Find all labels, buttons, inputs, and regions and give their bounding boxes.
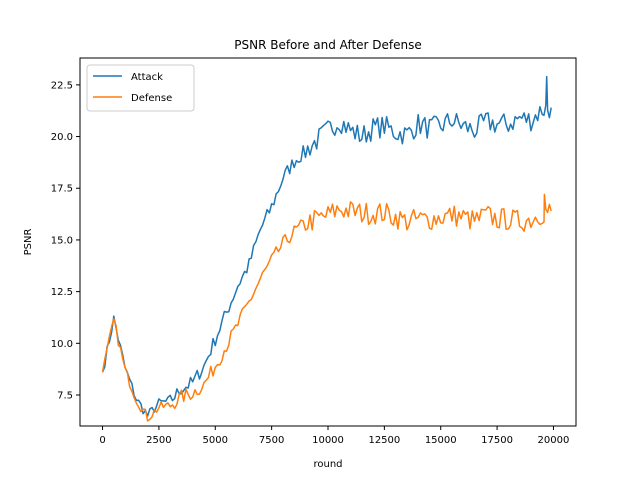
series-line-defense <box>101 193 552 422</box>
y-tick-label: 15.0 <box>51 235 73 246</box>
x-tick-label: 0 <box>99 435 105 446</box>
y-axis-title: PSNR <box>23 229 34 256</box>
x-tick-label: 15000 <box>425 435 457 446</box>
series-line-attack <box>101 75 552 417</box>
legend-label-attack: Attack <box>131 72 163 83</box>
x-tick-label: 10000 <box>312 435 344 446</box>
chart-title: PSNR Before and After Defense <box>234 38 422 52</box>
y-tick-label: 12.5 <box>51 287 73 298</box>
x-tick-label: 17500 <box>481 435 513 446</box>
x-tick-label: 12500 <box>368 435 400 446</box>
legend-label-defense: Defense <box>131 93 172 104</box>
y-tick-label: 7.5 <box>57 390 73 401</box>
legend: Attack Defense <box>86 64 195 112</box>
y-tick-label: 20.0 <box>51 132 73 143</box>
y-tick-label: 22.5 <box>51 80 73 91</box>
x-tick-label: 20000 <box>538 435 570 446</box>
y-axis-ticks: 7.5 10.0 12.5 15.0 17.5 20.0 22.5 <box>51 80 80 401</box>
x-tick-label: 5000 <box>203 435 228 446</box>
x-tick-label: 2500 <box>146 435 171 446</box>
plot-lines <box>101 75 552 422</box>
y-tick-label: 17.5 <box>51 184 73 195</box>
x-tick-label: 7500 <box>259 435 284 446</box>
x-axis-title: round <box>313 459 342 470</box>
x-axis-ticks: 0 2500 5000 7500 10000 12500 15000 17500 20000 <box>99 426 569 446</box>
y-tick-label: 10.0 <box>51 339 73 350</box>
